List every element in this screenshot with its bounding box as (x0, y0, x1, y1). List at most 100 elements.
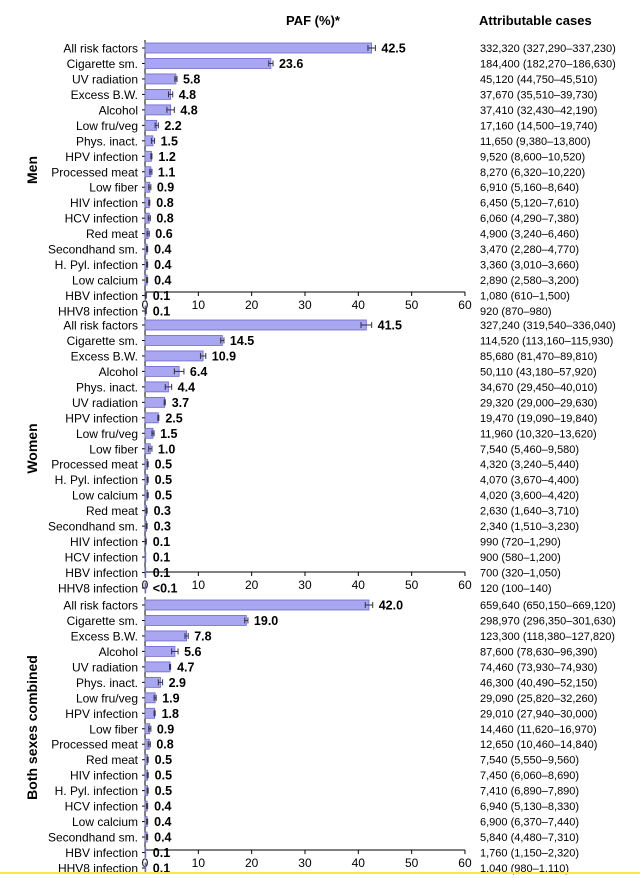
panel-1-group-label: Men (24, 156, 40, 184)
panel-2-category-label: Excess B.W. (71, 349, 138, 363)
panel-1-value-label: 0.1 (153, 304, 170, 318)
panel-1-cases-value: 2,890 (2,580–3,200) (480, 275, 579, 287)
panel-1-cases-value: 37,410 (32,430–42,190) (480, 105, 597, 117)
panel-1-category-label: HPV infection (65, 150, 138, 164)
panel-1-bar (144, 42, 373, 54)
panel-3-cases-value: 659,640 (650,150–669,120) (480, 600, 616, 612)
panel-1-category-label: H. Pyl. infection (55, 258, 138, 272)
panel-2-value-label: 0.5 (155, 489, 172, 503)
panel-2-cases-value: 114,520 (113,160–115,930) (480, 335, 613, 347)
panel-2-bar (144, 350, 204, 362)
panel-2-cases-value: 900 (580–1,200) (480, 552, 561, 564)
panel-1-value-label: 1.2 (158, 150, 175, 164)
panel-3-value-label: 0.4 (154, 831, 171, 845)
panel-1-value-label: 1.5 (161, 134, 178, 148)
panel-1-cases-value: 45,120 (44,750–45,510) (480, 74, 597, 86)
panel-3-value-label: 19.0 (254, 614, 278, 628)
panel-1-cases-value: 6,060 (4,290–7,380) (480, 213, 579, 225)
panel-2-value-label: 6.4 (190, 365, 207, 379)
panel-1-category-label: Alcohol (99, 103, 138, 117)
panel-3-x-tick-label: 60 (458, 856, 472, 870)
panel-2-x-tick-label: 10 (192, 578, 206, 592)
panel-3-cases-value: 1,040 (980–1,110) (480, 863, 569, 875)
panel-1-category-label: Phys. inact. (76, 134, 138, 148)
panel-2-cases-value: 2,340 (1,510–3,230) (480, 521, 579, 533)
panel-2-bar (144, 335, 223, 346)
panel-3-category-label: Secondhand sm. (48, 831, 138, 845)
panel-2-cases-value: 990 (720–1,290) (480, 537, 561, 549)
panel-3-value-label: 0.1 (153, 846, 170, 860)
panel-3-cases-value: 46,300 (40,490–52,150) (480, 677, 597, 689)
panel-1-x-tick-label: 30 (298, 298, 312, 312)
panel-1-cases-value: 37,670 (35,510–39,730) (480, 89, 597, 101)
panel-2-cases-value: 327,240 (319,540–336,040) (480, 320, 616, 332)
panel-2-category-label: All risk factors (63, 319, 138, 333)
panel-1-category-label: Low fru/veg (76, 119, 138, 133)
panel-3-category-label: HHV8 infection (58, 861, 138, 875)
panel-2-x-tick-label: 40 (352, 578, 366, 592)
panel-3-cases-value: 7,540 (5,550–9,560) (480, 755, 579, 767)
panel-3-category-label: Low calcium (72, 815, 138, 829)
panel-3-value-label: 0.5 (155, 753, 172, 767)
panel-2-value-label: 4.4 (178, 380, 195, 394)
panel-2-category-label: HHV8 infection (58, 581, 138, 595)
panel-2-cases-value: 85,680 (81,470–89,810) (480, 351, 597, 363)
panel-2-cases-value: 50,110 (43,180–57,920) (480, 366, 597, 378)
panel-3-cases-value: 7,450 (6,060–8,690) (480, 770, 579, 782)
panel-1-cases-value: 17,160 (14,500–19,740) (480, 120, 597, 132)
panel-3-cases-value: 74,460 (73,930–74,930) (480, 662, 597, 674)
panel-3-group-label: Both sexes combined (24, 655, 40, 800)
panel-2-category-label: H. Pyl. infection (55, 473, 138, 487)
panel-3-category-label: HPV infection (65, 707, 138, 721)
panel-3-x-tick-label: 10 (192, 856, 206, 870)
panel-3-value-label: 0.4 (154, 815, 171, 829)
panel-3-x-tick-label: 50 (405, 856, 419, 870)
panel-2-value-label: 1.0 (158, 442, 175, 456)
panel-1-value-label: 4.8 (179, 88, 196, 102)
panel-1-category-label: UV radiation (72, 72, 138, 86)
panel-1-category-label: Low fiber (89, 181, 138, 195)
panel-2-category-label: Low calcium (72, 489, 138, 503)
panel-1-category-label: Low calcium (72, 274, 138, 288)
panel-1-bar (144, 89, 171, 100)
panel-2-bar (144, 319, 367, 331)
panel-1-bar (144, 73, 177, 85)
panel-1-category-label: All risk factors (63, 42, 138, 56)
panel-3-value-label: 0.1 (153, 861, 170, 875)
panel-1-value-label: 0.8 (156, 196, 173, 210)
panel-1-cases-value: 3,470 (2,280–4,770) (480, 244, 579, 256)
panel-1-category-label: Secondhand sm. (48, 243, 138, 257)
cases-header: Attributable cases (479, 13, 592, 28)
panel-3-category-label: HCV infection (65, 800, 138, 814)
panel-2-category-label: Secondhand sm. (48, 520, 138, 534)
panel-1-value-label: 0.4 (154, 243, 171, 257)
panel-2-bar (144, 551, 147, 563)
panel-3-cases-value: 29,010 (27,940–30,000) (480, 708, 597, 720)
panel-1-x-tick-label: 50 (405, 298, 419, 312)
panel-2-value-label: 2.5 (165, 411, 182, 425)
panel-3-value-label: 0.5 (155, 784, 172, 798)
panel-3-cases-value: 5,840 (4,480–7,310) (480, 832, 579, 844)
panel-1-x-tick-label: 0 (142, 298, 149, 312)
panel-1-category-label: Cigarette sm. (67, 57, 138, 71)
panel-2-value-label: 1.5 (160, 427, 177, 441)
panel-3-category-label: HIV infection (70, 769, 138, 783)
panel-3-category-label: UV radiation (72, 660, 138, 674)
panel-1-value-label: 0.8 (156, 212, 173, 226)
panel-3-cases-value: 14,460 (11,620–16,970) (480, 724, 597, 736)
panel-2-category-label: HPV infection (65, 411, 138, 425)
panel-2-cases-value: 19,470 (19,090–19,840) (480, 413, 597, 425)
panel-3-category-label: Red meat (86, 753, 139, 767)
panel-2-bar (144, 412, 159, 424)
panel-1-value-label: 5.8 (183, 72, 200, 86)
panel-3-value-label: 42.0 (379, 599, 403, 613)
panel-1-category-label: HHV8 infection (58, 304, 138, 318)
panel-3-cases-value: 12,650 (10,460–14,840) (480, 739, 597, 751)
panel-3-x-tick-label: 20 (245, 856, 259, 870)
panel-2-x-tick-label: 20 (245, 578, 259, 592)
panel-2-cases-value: 700 (320–1,050) (480, 568, 561, 580)
panel-1-cases-value: 332,320 (327,290–337,230) (480, 43, 616, 55)
panel-1-category-label: Processed meat (51, 165, 138, 179)
panel-3-cases-value: 7,410 (6,890–7,890) (480, 786, 579, 798)
